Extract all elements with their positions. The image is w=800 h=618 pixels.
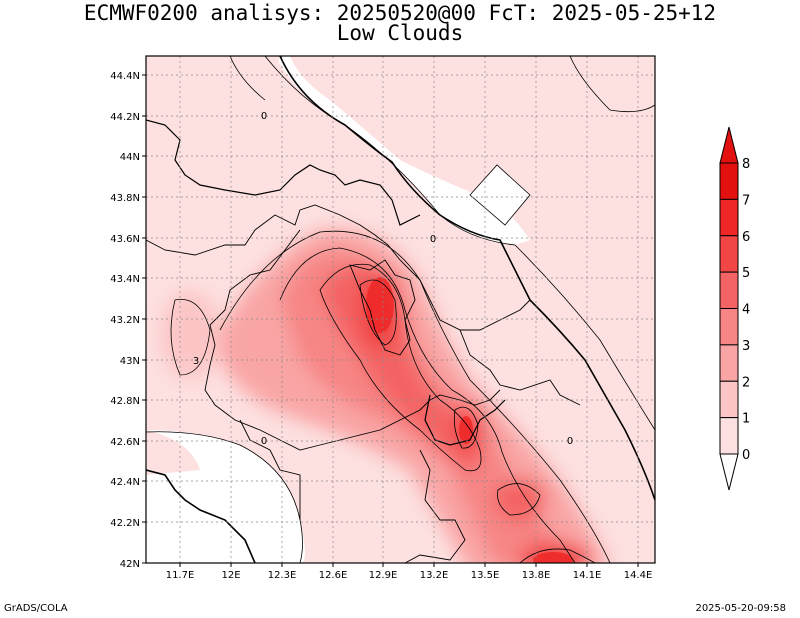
colorbar-label: 8: [742, 157, 750, 172]
x-tick-label: 14.1E: [573, 570, 602, 581]
colorbar: 0 1 2 3 4 5 6 7 8: [719, 126, 750, 491]
y-tick-label: 42.2N: [110, 518, 140, 529]
y-tick-label: 44N: [120, 152, 140, 163]
colorbar-segment: [719, 235, 739, 273]
colorbar-segment: [719, 417, 739, 455]
y-tick-label: 42.4N: [110, 477, 140, 488]
y-tick-label: 43.8N: [110, 193, 140, 204]
y-tick-label: 43.6N: [110, 234, 140, 245]
x-tick-label: 14.4E: [624, 570, 653, 581]
map-title: ECMWF0200 analisys: 20250520@00 FcT: 202…: [83, 1, 717, 25]
colorbar-segments: [719, 162, 739, 455]
axis-tick-marks: [142, 74, 639, 567]
colorbar-segment: [719, 344, 739, 382]
y-tick-label: 42.8N: [110, 396, 140, 407]
contour-label: 0: [261, 111, 267, 122]
colorbar-segment: [719, 271, 739, 309]
x-tick-label: 12.3E: [268, 570, 297, 581]
colorbar-label: 3: [742, 339, 750, 354]
colorbar-label: 0: [742, 448, 750, 463]
x-tick-label: 13.5E: [471, 570, 500, 581]
contour-labels: 0 0 3 0 0: [193, 111, 573, 447]
footer-timestamp: 2025-05-20-09:58: [695, 603, 786, 614]
y-tick-label: 43.2N: [110, 315, 140, 326]
colorbar-bottom-triangle: [719, 453, 739, 491]
footer-credit: GrADS/COLA: [4, 603, 68, 614]
contour-label: 0: [430, 234, 436, 245]
colorbar-segment: [719, 308, 739, 346]
y-tick-label: 44.4N: [110, 71, 140, 82]
colorbar-label: 6: [742, 230, 750, 245]
y-axis-labels: 44.4N 44.2N 44N 43.8N 43.6N 43.4N 43.2N …: [110, 71, 140, 570]
x-tick-label: 13.2E: [420, 570, 449, 581]
x-axis-labels: 11.7E 12E 12.3E 12.6E 12.9E 13.2E 13.5E …: [166, 570, 653, 581]
colorbar-label: 2: [742, 375, 750, 390]
colorbar-segment: [719, 162, 739, 200]
colorbar-labels: 0 1 2 3 4 5 6 7 8: [742, 157, 750, 463]
contour-label: 3: [193, 356, 199, 367]
contour-label: 0: [261, 436, 267, 447]
colorbar-segment: [719, 380, 739, 419]
y-tick-label: 42.6N: [110, 437, 140, 448]
plot-frame: [145, 55, 656, 564]
coastline-borders: [146, 56, 655, 563]
x-tick-label: 13.8E: [522, 570, 551, 581]
x-tick-label: 12.9E: [369, 570, 398, 581]
colorbar-label: 4: [742, 303, 750, 318]
x-tick-label: 12.6E: [319, 570, 348, 581]
colorbar-label: 7: [742, 193, 750, 208]
map-subtitle: Low Clouds: [336, 21, 464, 45]
cloud-cover-field: [146, 56, 655, 563]
colorbar-top-triangle: [719, 126, 739, 164]
y-tick-label: 44.2N: [110, 112, 140, 123]
x-tick-label: 11.7E: [166, 570, 195, 581]
y-tick-label: 43.4N: [110, 274, 140, 285]
y-tick-label: 42N: [120, 559, 140, 570]
x-tick-label: 12E: [221, 570, 240, 581]
contour-label: 0: [567, 436, 573, 447]
y-tick-label: 43N: [120, 356, 140, 367]
colorbar-label: 5: [742, 266, 750, 281]
colorbar-label: 1: [742, 412, 750, 427]
colorbar-segment: [719, 198, 739, 237]
